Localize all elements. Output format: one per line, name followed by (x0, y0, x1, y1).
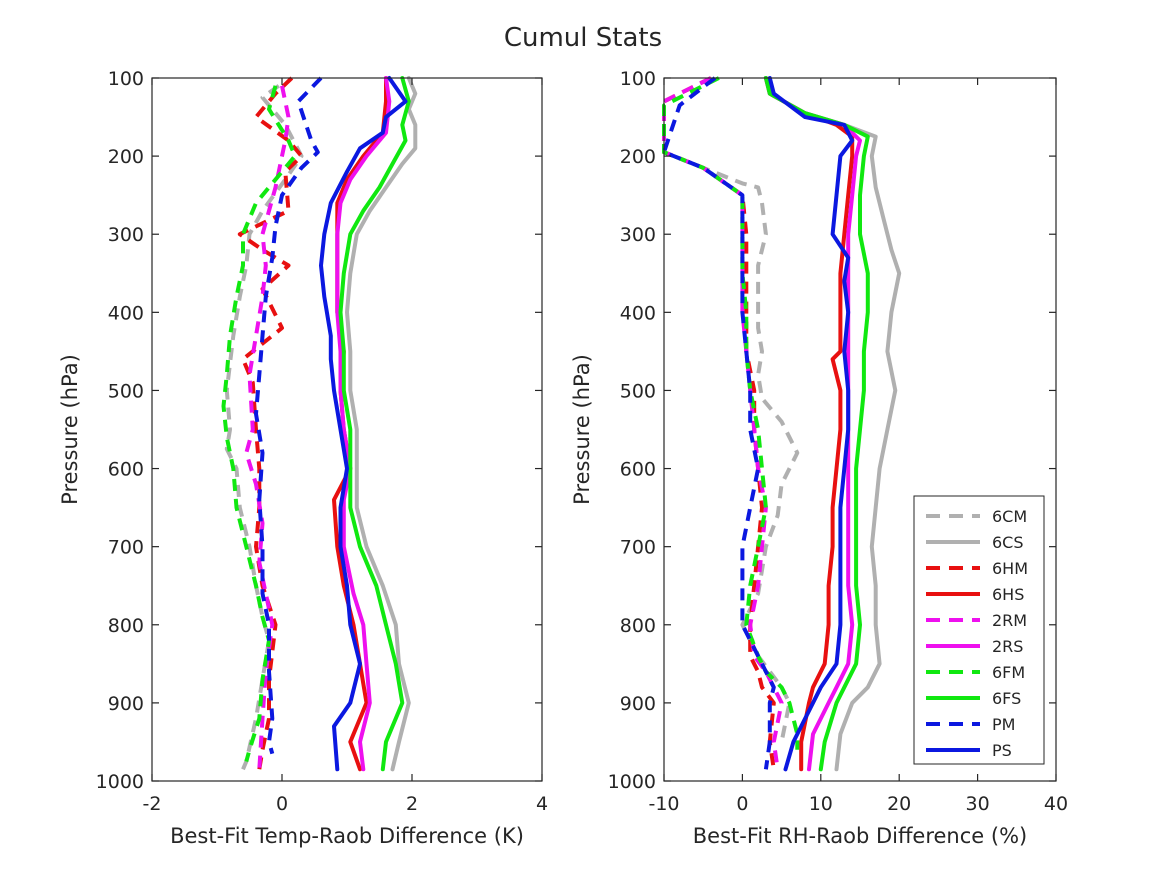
p0-x-tick-label: -2 (143, 793, 162, 815)
p0-x-tick-label: 0 (276, 793, 288, 815)
p1-y-axis-label: Pressure (hPa) (570, 354, 594, 505)
p0-x-axis-label: Best-Fit Temp-Raob Difference (K) (170, 824, 524, 848)
p0-y-tick-label: 600 (108, 459, 144, 481)
p0-series-line-ps (319, 76, 408, 772)
p1-series-line-6cs (763, 76, 902, 772)
p0-y-tick-label: 200 (108, 146, 144, 168)
p1-y-tick-label: 700 (620, 537, 656, 559)
p1-x-tick-label: 20 (887, 793, 911, 815)
p0-axes-frame (151, 77, 543, 782)
p0-x-tick-label: 2 (406, 793, 418, 815)
p0-y-tick-label: 1000 (96, 771, 144, 793)
figure-title: Cumul Stats (504, 23, 662, 53)
p1-y-tick-label: 400 (620, 302, 656, 324)
legend-label-6cs: 6CS (992, 533, 1024, 552)
legend-label-ps: PS (992, 741, 1012, 760)
legend-label-2rs: 2RS (992, 637, 1023, 656)
p1-series-line-ps (767, 76, 855, 772)
p0-series-line-6hm (237, 76, 304, 770)
p0-y-tick-label: 900 (108, 693, 144, 715)
p0-series-line-6cs (345, 76, 418, 772)
p1-x-tick-label: 10 (809, 793, 833, 815)
p0-y-tick-label: 800 (108, 615, 144, 637)
p0-series-line-2rs (335, 76, 392, 772)
p0-y-tick-label: 400 (108, 302, 144, 324)
temp-difference-panel: -2 0 2 4 100 200 300 400 500 600 700 800 900 1000 Best… (58, 68, 548, 848)
p1-y-tick-label: 200 (620, 146, 656, 168)
legend-label-6cm: 6CM (992, 507, 1027, 526)
legend-label-6fm: 6FM (992, 663, 1025, 682)
p1-y-tick-label: 1000 (608, 771, 656, 793)
p1-y-tick-label: 500 (620, 380, 656, 402)
p1-y-tick-label: 600 (620, 459, 656, 481)
p0-y-tick-label: 500 (108, 380, 144, 402)
p1-x-tick-label: 30 (966, 793, 990, 815)
p1-y-tick-label: 900 (620, 693, 656, 715)
p1-x-tick-label: -10 (648, 793, 679, 815)
p1-axes-frame (663, 77, 1057, 782)
p0-y-axis-label: Pressure (hPa) (58, 354, 82, 505)
p1-series-line-pm (662, 76, 776, 770)
p1-series-line-6fs (763, 76, 870, 772)
p0-y-tick-label: 300 (108, 224, 144, 246)
p1-y-tick-label: 300 (620, 224, 656, 246)
legend-label-6hs: 6HS (992, 585, 1024, 604)
p1-x-tick-label: 0 (736, 793, 748, 815)
p0-series-line-6fs (338, 76, 411, 772)
legend: 6CM 6CS 6HM 6HS 2RM 2RS 6FM 6FS PM PS (913, 495, 1045, 765)
legend-label-6fs: 6FS (992, 689, 1021, 708)
rh-difference-panel: -10 0 10 20 30 40 100 200 300 400 500 600 700 800 900 1… (570, 68, 1068, 848)
p0-series-line-6cm (224, 84, 304, 771)
p1-y-tick-label: 100 (620, 68, 656, 90)
p0-series-line-6fm (221, 85, 297, 763)
legend-label-6hm: 6HM (992, 559, 1028, 578)
p0-series-line-pm (254, 76, 323, 755)
p0-y-tick-label: 700 (108, 537, 144, 559)
p1-y-tick-label: 800 (620, 615, 656, 637)
p0-series-line-2rm (244, 85, 291, 770)
legend-label-pm: PM (992, 715, 1015, 734)
p1-x-axis-label: Best-Fit RH-Raob Difference (%) (693, 824, 1027, 848)
legend-label-2rm: 2RM (992, 611, 1027, 630)
p1-x-tick-label: 40 (1044, 793, 1068, 815)
p0-y-tick-label: 100 (108, 68, 144, 90)
p1-series-line-6cm (662, 76, 800, 743)
p0-x-tick-label: 4 (536, 793, 548, 815)
